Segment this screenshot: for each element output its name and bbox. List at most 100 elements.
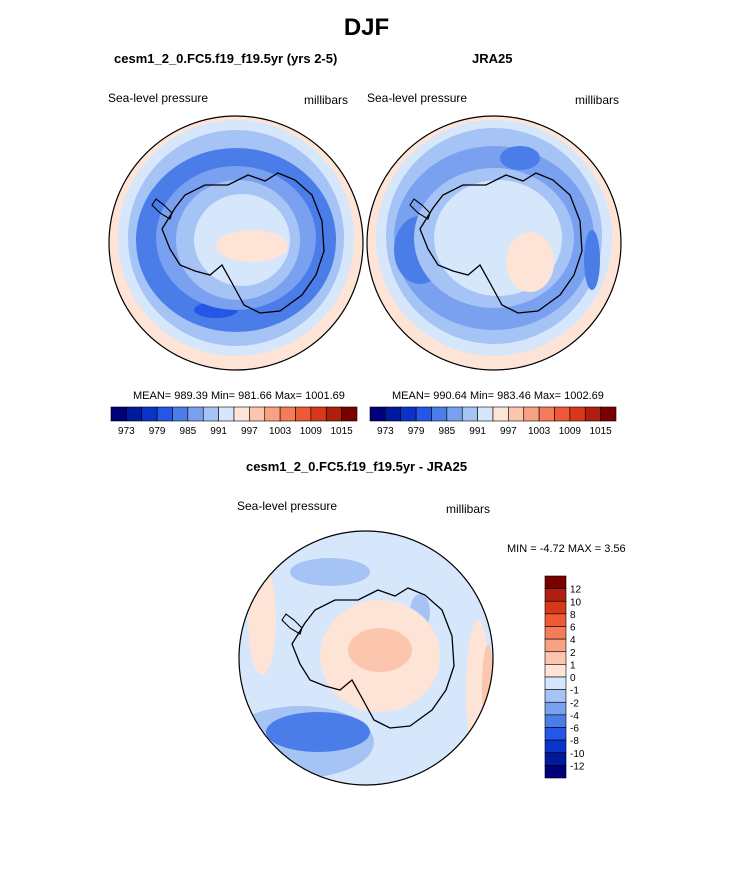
- p2-cbar-swatch: [477, 406, 494, 422]
- p3-map-border: [238, 530, 494, 786]
- panel3-units-label: millibars: [446, 502, 491, 516]
- p1-cbar-swatch: [279, 406, 296, 422]
- p3-cbar-swatch: [544, 651, 567, 665]
- p2-cbar-swatch: [385, 406, 402, 422]
- panel2-variable-label: Sea-level pressure: [367, 91, 468, 105]
- p1-cbar-swatch: [172, 406, 189, 422]
- p3-cbar-tick-label: -10: [570, 749, 585, 760]
- panel1-variable-label: Sea-level pressure: [108, 91, 209, 105]
- p3-cbar-swatch: [544, 600, 567, 615]
- panel3-variable-label: Sea-level pressure: [237, 499, 338, 513]
- p3-neg-north: [290, 558, 370, 586]
- p1-cbar-swatch: [202, 406, 219, 422]
- p3-cbar-tick-label: -6: [570, 724, 579, 735]
- p3-pos-center-core: [348, 628, 412, 672]
- p2-cbar-tick-label: 1015: [590, 426, 613, 437]
- p1-cbar-swatch: [341, 406, 358, 422]
- p3-cbar-swatch: [544, 765, 567, 779]
- p1-cbar-tick-label: 973: [118, 426, 135, 437]
- p2-cbar-swatch: [600, 406, 617, 422]
- p1-cbar-swatch: [233, 406, 250, 422]
- p1-cbar-swatch: [156, 406, 173, 422]
- p3-cbar-tick-label: 0: [570, 673, 576, 684]
- p2-cbar-tick-label: 979: [408, 426, 425, 437]
- panel1-title: cesm1_2_0.FC5.f19_f19.5yr (yrs 2-5): [114, 51, 338, 66]
- p3-cbar-swatch: [544, 613, 567, 627]
- p2-cbar-swatch: [461, 406, 478, 422]
- p1-cbar-swatch: [310, 406, 327, 422]
- p1-high-cell: [216, 230, 288, 262]
- p1-cbar-tick-label: 997: [241, 426, 258, 437]
- p1-cbar-swatch: [141, 406, 158, 422]
- p1-cbar-tick-label: 1015: [331, 426, 354, 437]
- p2-high-cell: [506, 232, 554, 292]
- p2-cbar-swatch: [431, 406, 448, 422]
- p3-cbar-tick-label: -12: [570, 761, 585, 772]
- p2-cbar-swatch: [584, 406, 601, 422]
- p3-cbar-tick-label: 2: [570, 648, 576, 659]
- figure-title: DJF: [343, 14, 390, 41]
- p1-cbar-swatch: [110, 406, 127, 422]
- p3-cbar-swatch: [544, 714, 567, 728]
- p1-cbar-tick-label: 1009: [300, 426, 323, 437]
- panel1-colorbar: 973 979 985 991 997 1003 1009 1015: [110, 406, 358, 437]
- p3-cbar-tick-label: 10: [570, 597, 582, 608]
- panel2-colorbar: 973 979 985 991 997 1003 1009 1015: [369, 406, 617, 437]
- p1-cbar-tick-label: 979: [149, 426, 166, 437]
- p2-cbar-swatch: [369, 406, 386, 422]
- p3-cbar-tick-label: 12: [570, 585, 582, 596]
- p3-cbar-swatch: [544, 739, 567, 754]
- panel1-stats: MEAN= 989.39 Min= 981.66 Max= 1001.69: [133, 390, 345, 402]
- p1-cbar-tick-label: 1003: [269, 426, 292, 437]
- p2-cbar-swatch: [538, 406, 555, 422]
- panel3-title: cesm1_2_0.FC5.f19_f19.5yr - JRA25: [246, 459, 468, 474]
- p1-cbar-swatch: [249, 406, 266, 422]
- p1-cbar-swatch: [218, 406, 235, 422]
- p2-low-cell-north: [500, 146, 540, 170]
- p3-pos-east-edge-core: [482, 645, 493, 735]
- p3-cbar-swatch: [544, 727, 567, 741]
- panel1-units-label: millibars: [304, 93, 349, 107]
- p3-cbar-tick-label: 4: [570, 635, 576, 646]
- p2-cbar-tick-label: 1009: [559, 426, 582, 437]
- p3-cbar-swatch: [544, 588, 567, 602]
- panel3-stats: MIN = -4.72 MAX = 3.56: [507, 543, 626, 555]
- p3-cbar-tick-label: -8: [570, 736, 579, 747]
- p3-cbar-tick-label: -4: [570, 711, 579, 722]
- p3-pos-west-edge: [248, 565, 276, 675]
- p2-cbar-tick-label: 991: [469, 426, 486, 437]
- p3-cbar-tick-label: 1: [570, 660, 576, 671]
- p3-cbar-swatch: [544, 638, 567, 653]
- p3-cbar-tick-label: -2: [570, 698, 579, 709]
- p3-cbar-swatch: [544, 626, 567, 640]
- p1-cbar-swatch: [187, 406, 204, 422]
- p2-cbar-tick-label: 985: [439, 426, 456, 437]
- p2-cbar-swatch: [569, 406, 586, 422]
- panel2-title: JRA25: [472, 51, 513, 66]
- p2-cbar-tick-label: 997: [500, 426, 517, 437]
- p3-cbar-swatch: [544, 689, 567, 703]
- p3-cbar-tick-label: -1: [570, 686, 579, 697]
- p1-cbar-swatch: [126, 406, 143, 422]
- panel2-map: [366, 115, 622, 371]
- p3-cbar-swatch: [544, 664, 567, 678]
- p1-cbar-tick-label: 991: [210, 426, 227, 437]
- p1-cbar-tick-label: 985: [180, 426, 197, 437]
- panel1-map: [108, 115, 364, 371]
- p2-cbar-swatch: [554, 406, 571, 422]
- p3-cbar-swatch: [544, 575, 567, 589]
- p2-cbar-swatch: [492, 406, 509, 422]
- panel3-map: [238, 530, 494, 786]
- p2-map-border: [366, 115, 622, 371]
- p1-cbar-swatch: [325, 406, 342, 422]
- p2-cbar-swatch: [508, 406, 525, 422]
- p1-map-border: [108, 115, 364, 371]
- p2-cbar-tick-label: 1003: [528, 426, 551, 437]
- p2-cbar-swatch: [415, 406, 432, 422]
- p3-cbar-tick-label: 6: [570, 623, 576, 634]
- p1-cbar-swatch: [264, 406, 281, 422]
- p2-cbar-swatch: [400, 406, 417, 422]
- panel2-units-label: millibars: [575, 93, 620, 107]
- p1-cbar-swatch: [295, 406, 312, 422]
